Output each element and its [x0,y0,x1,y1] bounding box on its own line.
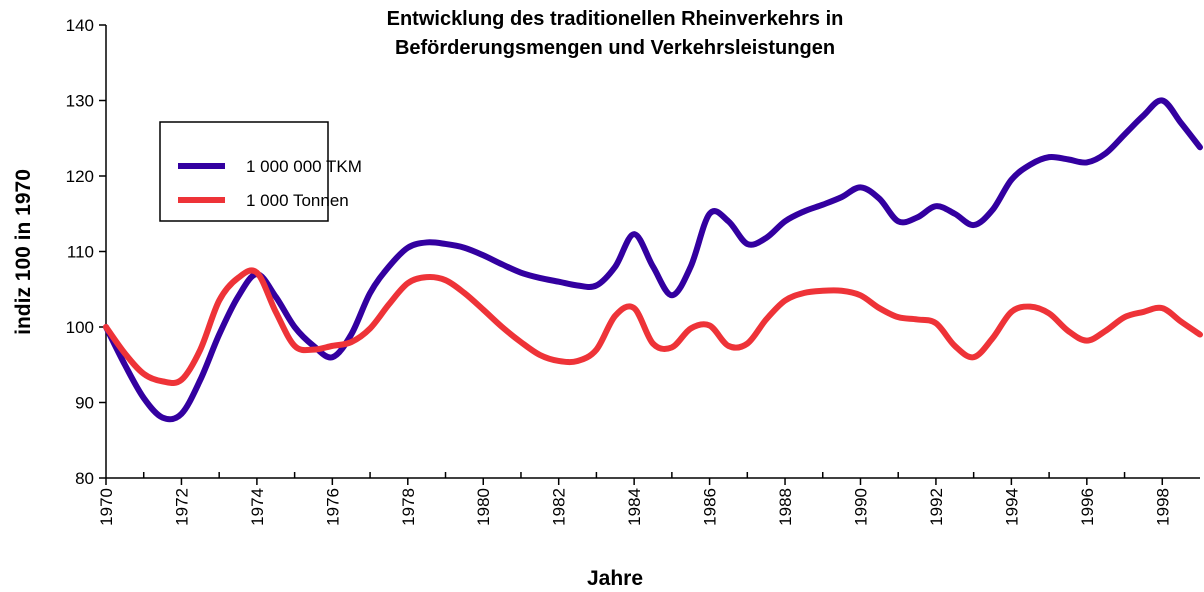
x-tick-label: 1988 [776,488,795,526]
y-tick-label: 140 [66,16,94,35]
x-tick-label: 1982 [550,488,569,526]
x-tick-label: 1998 [1153,488,1172,526]
y-axis-label: indiz 100 in 1970 [12,169,35,335]
y-tick-label: 130 [66,92,94,111]
data-line [103,267,1203,386]
chart-title: Beförderungsmengen und Verkehrsleistunge… [395,37,835,59]
data-line [103,97,1203,423]
x-tick-label: 1976 [323,488,342,526]
x-tick-label: 1980 [474,488,493,526]
chart-title: Entwicklung des traditionellen Rheinverk… [387,8,844,30]
y-tick-label: 80 [75,469,94,488]
x-tick-label: 1992 [927,488,946,526]
legend-box [159,121,329,222]
x-tick-label: 1996 [1078,488,1097,526]
y-tick-label: 100 [66,318,94,337]
y-tick-label: 110 [67,243,94,262]
x-tick-label: 1984 [625,488,644,526]
y-tick-label: 120 [66,167,94,186]
legend-label: 1 000 000 TKM [246,157,362,176]
x-tick-label: 1990 [851,488,870,526]
x-tick-label: 1994 [1002,488,1021,526]
x-tick-label: 1986 [701,488,720,526]
x-tick-label: 1978 [399,488,418,526]
legend-label: 1 000 Tonnen [246,191,349,210]
y-tick-label: 90 [75,394,94,413]
x-tick-label: 1972 [172,488,191,526]
x-tick-label: 1970 [97,488,116,526]
x-axis-label: Jahre [587,567,643,590]
x-tick-label: 1974 [248,488,267,526]
legend: 1 000 000 TKM 1 000 Tonnen [159,121,362,222]
